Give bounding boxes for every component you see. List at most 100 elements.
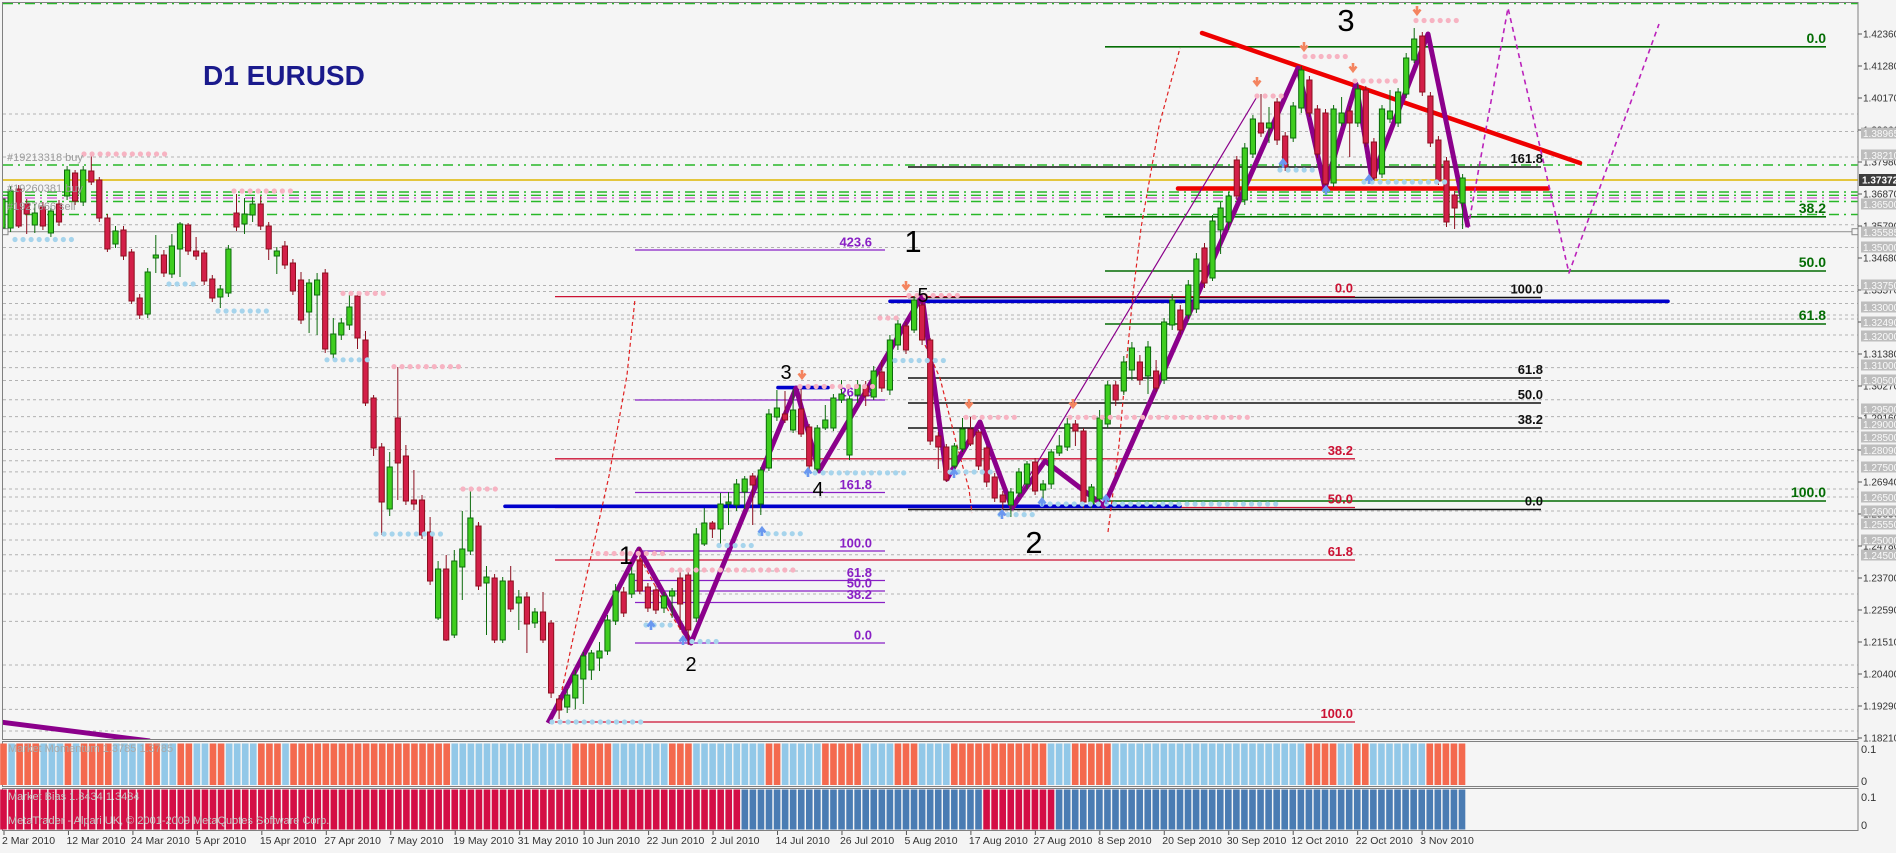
svg-text:MetaTrader - Alpari UK, © 2001: MetaTrader - Alpari UK, © 2001-2009 Meta…: [8, 815, 329, 827]
svg-text:1.40170: 1.40170: [1863, 94, 1896, 105]
svg-text:100.0: 100.0: [1320, 706, 1353, 721]
svg-text:1.24780: 1.24780: [1863, 542, 1896, 553]
svg-text:100.0: 100.0: [1791, 484, 1826, 500]
svg-text:1.41280: 1.41280: [1863, 62, 1896, 73]
svg-text:22 Jun 2010: 22 Jun 2010: [647, 835, 705, 847]
svg-text:1.31380: 1.31380: [1863, 350, 1896, 361]
svg-text:423.6: 423.6: [839, 235, 872, 250]
svg-text:1.36500: 1.36500: [1863, 200, 1896, 211]
svg-text:1: 1: [619, 542, 633, 570]
svg-text:Market Bias 1.3434 1.3434: Market Bias 1.3434 1.3434: [8, 791, 139, 803]
svg-text:5: 5: [917, 285, 928, 307]
svg-text:1: 1: [904, 224, 921, 259]
svg-text:1.30500: 1.30500: [1863, 376, 1896, 387]
svg-text:22 Oct 2010: 22 Oct 2010: [1356, 835, 1413, 847]
svg-text:100.0: 100.0: [839, 536, 872, 551]
svg-text:4: 4: [812, 479, 823, 501]
svg-text:0: 0: [1861, 820, 1867, 832]
svg-text:1.18210: 1.18210: [1863, 734, 1896, 745]
svg-text:0: 0: [1861, 776, 1867, 788]
svg-text:3 Nov 2010: 3 Nov 2010: [1420, 835, 1474, 847]
svg-text:38.2: 38.2: [1518, 412, 1543, 427]
svg-text:14 Jul 2010: 14 Jul 2010: [776, 835, 830, 847]
svg-text:1.34680: 1.34680: [1863, 254, 1896, 265]
svg-text:161.8: 161.8: [839, 477, 872, 492]
svg-text:1.35000: 1.35000: [1863, 243, 1896, 254]
svg-text:3: 3: [780, 362, 791, 384]
svg-text:1.28090: 1.28090: [1863, 446, 1896, 457]
svg-text:20 Sep 2010: 20 Sep 2010: [1162, 835, 1222, 847]
svg-text:2: 2: [685, 654, 696, 676]
svg-text:61.8: 61.8: [847, 565, 872, 580]
svg-text:50.0: 50.0: [1518, 387, 1543, 402]
svg-text:1.33000: 1.33000: [1863, 303, 1896, 314]
svg-text:1.36870: 1.36870: [1863, 190, 1896, 201]
svg-text:0.1: 0.1: [1861, 744, 1876, 756]
svg-text:5 Aug 2010: 5 Aug 2010: [904, 835, 957, 847]
svg-text:D1 EURUSD: D1 EURUSD: [203, 60, 365, 91]
svg-text:0.1: 0.1: [1861, 792, 1876, 804]
svg-text:1.38965: 1.38965: [1863, 129, 1896, 140]
svg-text:1.24500: 1.24500: [1863, 551, 1896, 562]
svg-text:0.0: 0.0: [1335, 281, 1353, 296]
svg-text:1.26940: 1.26940: [1863, 478, 1896, 489]
svg-text:7 May 2010: 7 May 2010: [389, 835, 444, 847]
svg-text:161.8: 161.8: [1510, 151, 1543, 166]
svg-text:100.0: 100.0: [1510, 282, 1543, 297]
svg-text:3: 3: [1337, 3, 1354, 38]
svg-text:38.2: 38.2: [1799, 200, 1826, 216]
svg-text:1.27500: 1.27500: [1863, 463, 1896, 474]
svg-text:2: 2: [1025, 525, 1042, 560]
svg-text:38.2: 38.2: [847, 587, 872, 602]
svg-text:1.37372: 1.37372: [1862, 176, 1896, 187]
svg-text:27 Aug 2010: 27 Aug 2010: [1033, 835, 1092, 847]
svg-text:50.0: 50.0: [1799, 254, 1826, 270]
svg-text:10 Jun 2010: 10 Jun 2010: [582, 835, 640, 847]
svg-text:19 May 2010: 19 May 2010: [453, 835, 514, 847]
svg-text:1.30270: 1.30270: [1863, 382, 1896, 393]
svg-text:8 Sep 2010: 8 Sep 2010: [1098, 835, 1152, 847]
svg-text:0.0: 0.0: [1807, 30, 1827, 46]
svg-text:61.8: 61.8: [1328, 544, 1353, 559]
svg-text:1.32000: 1.32000: [1863, 332, 1896, 343]
svg-text:1.33570: 1.33570: [1863, 286, 1896, 297]
svg-text:1.19290: 1.19290: [1863, 702, 1896, 713]
svg-text:#19260381 buy: #19260381 buy: [7, 183, 83, 195]
svg-text:1.26500: 1.26500: [1863, 493, 1896, 504]
svg-text:2 Jul 2010: 2 Jul 2010: [711, 835, 760, 847]
svg-text:1.31000: 1.31000: [1863, 361, 1896, 372]
svg-text:38.2: 38.2: [1328, 443, 1353, 458]
svg-text:#1927666 sell: #1927666 sell: [7, 201, 76, 213]
svg-text:30 Sep 2010: 30 Sep 2010: [1227, 835, 1287, 847]
svg-text:1.37980: 1.37980: [1863, 158, 1896, 169]
svg-text:1.26000: 1.26000: [1863, 507, 1896, 518]
svg-text:2 Mar 2010: 2 Mar 2010: [2, 835, 55, 847]
svg-text:1.23700: 1.23700: [1863, 574, 1896, 585]
svg-text:61.8: 61.8: [1518, 362, 1543, 377]
svg-text:26 Jul 2010: 26 Jul 2010: [840, 835, 894, 847]
svg-text:50.0: 50.0: [1328, 492, 1353, 507]
svg-text:Market Momentum 1.3785 1.3785: Market Momentum 1.3785 1.3785: [8, 743, 173, 755]
svg-text:1.29500: 1.29500: [1863, 405, 1896, 416]
svg-text:1.29000: 1.29000: [1863, 420, 1896, 431]
svg-text:1.38210: 1.38210: [1863, 151, 1896, 162]
svg-text:1.42360: 1.42360: [1863, 30, 1896, 41]
svg-text:1.25550: 1.25550: [1863, 520, 1896, 531]
svg-text:0.0: 0.0: [854, 628, 872, 643]
svg-text:1.28500: 1.28500: [1863, 433, 1896, 444]
svg-text:1.35585: 1.35585: [1863, 228, 1896, 239]
svg-text:1.25000: 1.25000: [1863, 536, 1896, 547]
svg-text:15 Apr 2010: 15 Apr 2010: [260, 835, 317, 847]
svg-text:1.20400: 1.20400: [1863, 670, 1896, 681]
svg-text:1.21510: 1.21510: [1863, 638, 1896, 649]
svg-text:1.32490: 1.32490: [1863, 318, 1896, 329]
svg-text:24 Mar 2010: 24 Mar 2010: [131, 835, 190, 847]
svg-text:17 Aug 2010: 17 Aug 2010: [969, 835, 1028, 847]
svg-text:0.0: 0.0: [1525, 494, 1543, 509]
svg-text:12 Mar 2010: 12 Mar 2010: [66, 835, 125, 847]
svg-text:#19213318 buy: #19213318 buy: [7, 152, 83, 164]
svg-text:5 Apr 2010: 5 Apr 2010: [195, 835, 246, 847]
svg-text:1.33750: 1.33750: [1863, 281, 1896, 292]
svg-text:31 May 2010: 31 May 2010: [518, 835, 579, 847]
svg-text:61.8: 61.8: [1799, 307, 1826, 323]
